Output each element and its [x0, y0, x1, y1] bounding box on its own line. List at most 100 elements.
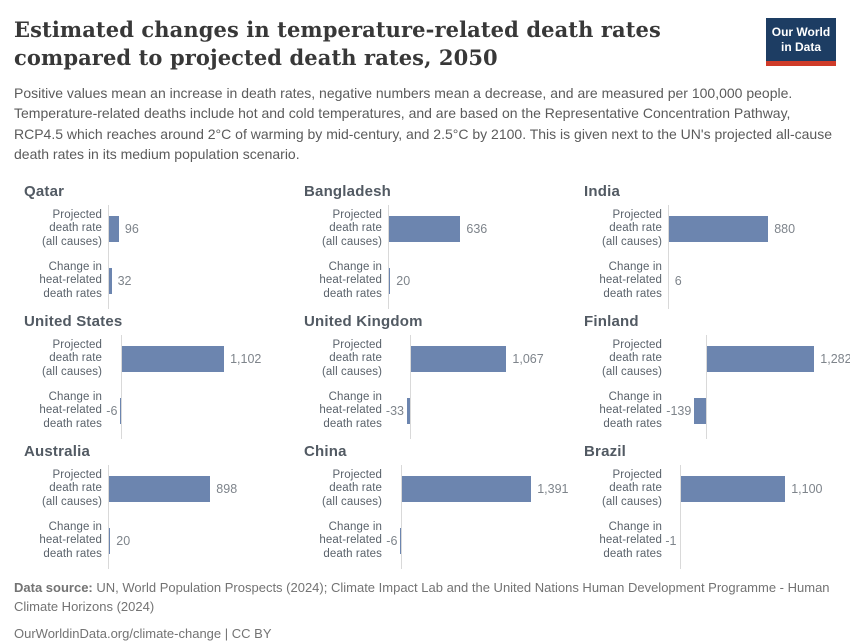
- owid-logo-line2: in Data: [780, 40, 821, 54]
- x-axis-line: [108, 465, 109, 569]
- category-label: Change in heat-related death rates: [39, 521, 102, 560]
- positive-zone: 1,067: [410, 346, 574, 372]
- value-label: 636: [466, 222, 488, 236]
- facet-title: United Kingdom: [304, 313, 423, 330]
- facet-title: India: [584, 183, 621, 200]
- positive-zone: 880: [668, 216, 850, 242]
- facet-india: India Projected death rate (all causes) 880 C…: [574, 179, 850, 309]
- category-label: Change in heat-related death rates: [319, 391, 382, 430]
- chart-footer: Data source: UN, World Population Prospe…: [14, 579, 836, 641]
- bar-row: Change in heat-related death rates 32: [24, 259, 294, 303]
- owid-link[interactable]: OurWorldinData.org/climate-change: [14, 625, 222, 641]
- bar-row: Change in heat-related death rates -6: [304, 519, 574, 563]
- bar-bangladesh-projected[interactable]: [388, 216, 461, 242]
- category-label: Projected death rate (all causes): [602, 469, 662, 508]
- bar-australia-projected[interactable]: [108, 476, 211, 502]
- bar-row: Projected death rate (all causes) 1,067: [304, 337, 574, 381]
- category-label: Projected death rate (all causes): [42, 469, 102, 508]
- negative-zone: -6: [102, 398, 121, 424]
- license-separator: |: [224, 625, 229, 641]
- facet-title: Australia: [24, 443, 90, 460]
- facet-brazil: Brazil Projected death rate (all causes) 1,1…: [574, 439, 850, 569]
- facet-plot: Projected death rate (all causes) 898 Change…: [14, 465, 294, 569]
- value-label: -1: [665, 534, 677, 548]
- x-axis-line: [680, 465, 681, 569]
- bar-united-states-projected[interactable]: [121, 346, 225, 372]
- owid-logo[interactable]: Our World in Data: [766, 18, 836, 66]
- facet-china: China Projected death rate (all causes) 1,39…: [294, 439, 574, 569]
- facet-plot: Projected death rate (all causes) 1,100 Chan…: [574, 465, 850, 569]
- value-label: 20: [116, 534, 131, 548]
- category-label: Change in heat-related death rates: [599, 521, 662, 560]
- bar-row: Change in heat-related death rates 6: [584, 259, 850, 303]
- x-axis-line: [388, 205, 389, 309]
- bar-finland-projected[interactable]: [706, 346, 815, 372]
- facet-plot: Projected death rate (all causes) 880 Change…: [574, 205, 850, 309]
- value-label: 898: [216, 482, 238, 496]
- category-label: Projected death rate (all causes): [322, 469, 382, 508]
- positive-zone: 1,391: [401, 476, 574, 502]
- value-label: 1,282: [820, 352, 850, 366]
- bar-row: Projected death rate (all causes) 96: [24, 207, 294, 251]
- bar-qatar-heat-change[interactable]: [108, 268, 112, 294]
- bar-india-projected[interactable]: [668, 216, 769, 242]
- x-axis-line: [706, 335, 707, 439]
- value-label: 1,067: [512, 352, 544, 366]
- positive-zone: 636: [388, 216, 574, 242]
- facet-australia: Australia Projected death rate (all causes)…: [14, 439, 294, 569]
- bar-row: Projected death rate (all causes) 880: [584, 207, 850, 251]
- x-axis-line: [108, 205, 109, 309]
- facet-plot: Projected death rate (all causes) 1,282 Chan…: [574, 335, 850, 439]
- negative-zone: -1: [662, 528, 680, 554]
- bar-china-heat-change[interactable]: [400, 528, 401, 554]
- bar-united-states-heat-change[interactable]: [120, 398, 121, 424]
- chart-subtitle: Positive values mean an increase in deat…: [14, 84, 832, 163]
- positive-zone: 898: [108, 476, 294, 502]
- facet-plot: Projected death rate (all causes) 96 Change …: [14, 205, 294, 309]
- facet-title: United States: [24, 313, 123, 330]
- bar-row: Projected death rate (all causes) 636: [304, 207, 574, 251]
- negative-zone: -6: [382, 528, 401, 554]
- positive-zone: 32: [108, 268, 294, 294]
- facet-plot: Projected death rate (all causes) 1,391 Chan…: [294, 465, 574, 569]
- chart-title: Estimated changes in temperature-related…: [14, 17, 661, 71]
- x-axis-line: [668, 205, 669, 309]
- negative-zone: -139: [662, 398, 706, 424]
- bar-united-kingdom-heat-change[interactable]: [407, 398, 410, 424]
- license-badge: CC BY: [231, 625, 272, 641]
- value-label: 880: [774, 222, 796, 236]
- bar-row: Change in heat-related death rates 20: [304, 259, 574, 303]
- data-source-text: UN, World Population Prospects (2024); C…: [14, 580, 830, 614]
- category-label: Change in heat-related death rates: [599, 391, 662, 430]
- value-label: 1,100: [791, 482, 823, 496]
- facet-grid: Qatar Projected death rate (all causes) 96 Ch…: [14, 179, 850, 569]
- facet-united-kingdom: United Kingdom Projected death rate (all ca…: [294, 309, 574, 439]
- bar-brazil-heat-change[interactable]: [679, 528, 680, 554]
- bar-united-kingdom-projected[interactable]: [410, 346, 507, 372]
- positive-zone: 20: [388, 268, 574, 294]
- value-label: 6: [674, 274, 682, 288]
- bar-row: Projected death rate (all causes) 898: [24, 467, 294, 511]
- category-label: Change in heat-related death rates: [39, 391, 102, 430]
- license-line: OurWorldinData.org/climate-change | CC B…: [14, 626, 836, 641]
- category-label: Change in heat-related death rates: [39, 261, 102, 300]
- value-label: 20: [396, 274, 411, 288]
- bar-bangladesh-heat-change[interactable]: [388, 268, 391, 294]
- bar-brazil-projected[interactable]: [680, 476, 786, 502]
- x-axis-line: [410, 335, 411, 439]
- value-label: 96: [124, 222, 139, 236]
- bar-australia-heat-change[interactable]: [108, 528, 111, 554]
- bar-china-projected[interactable]: [401, 476, 532, 502]
- bar-row: Projected death rate (all causes) 1,391: [304, 467, 574, 511]
- facet-title: Finland: [584, 313, 639, 330]
- category-label: Change in heat-related death rates: [599, 261, 662, 300]
- facet-plot: Projected death rate (all causes) 1,102 Chan…: [14, 335, 294, 439]
- bar-finland-heat-change[interactable]: [694, 398, 706, 424]
- positive-zone: 1,102: [121, 346, 294, 372]
- positive-zone: 1,100: [680, 476, 850, 502]
- category-label: Projected death rate (all causes): [602, 339, 662, 378]
- bar-qatar-projected[interactable]: [108, 216, 119, 242]
- category-label: Projected death rate (all causes): [602, 209, 662, 248]
- facet-plot: Projected death rate (all causes) 636 Change…: [294, 205, 574, 309]
